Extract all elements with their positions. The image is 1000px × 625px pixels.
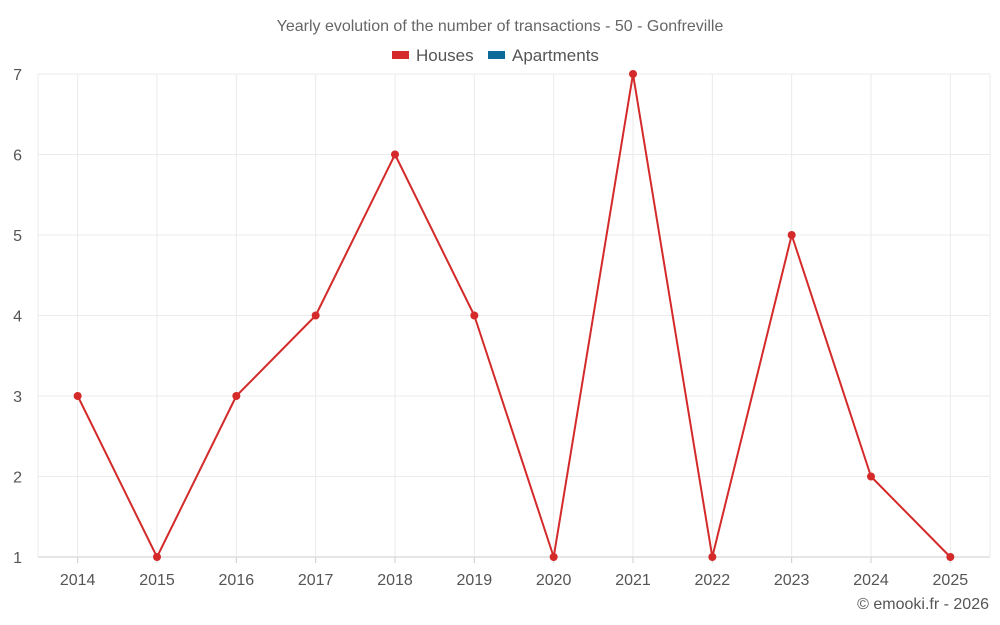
y-tick-label: 4 (13, 309, 22, 326)
legend-item-houses[interactable]: Houses (392, 46, 474, 65)
data-point-houses-2020[interactable] (549, 553, 558, 561)
y-tick-label: 1 (13, 550, 22, 567)
x-tick-label: 2017 (298, 572, 334, 589)
x-tick-label: 2024 (853, 572, 889, 589)
x-tick-label: 2016 (219, 572, 255, 589)
x-tick-label: 2025 (933, 572, 969, 589)
data-point-houses-2014[interactable] (73, 392, 82, 400)
legend-item-apartments[interactable]: Apartments (488, 46, 599, 65)
y-tick-label: 6 (13, 148, 22, 165)
y-tick-label: 2 (13, 470, 22, 487)
data-point-houses-2018[interactable] (391, 150, 399, 159)
legend-swatch-houses (392, 51, 409, 59)
data-point-houses-2024[interactable] (867, 472, 875, 481)
data-point-houses-2025[interactable] (946, 553, 955, 561)
y-tick-label: 5 (13, 228, 22, 245)
gridlines (37, 73, 991, 558)
data-point-houses-2015[interactable] (153, 553, 161, 561)
x-tick-label: 2018 (377, 572, 413, 589)
legend-label-apartments: Apartments (512, 46, 599, 65)
x-tick-label: 2014 (60, 572, 96, 589)
x-tick-label: 2022 (695, 572, 731, 589)
legend: Houses Apartments (392, 46, 599, 65)
series-line-houses (76, 73, 952, 558)
credit-text: © emooki.fr - 2026 (857, 596, 989, 613)
y-tick-label: 3 (13, 389, 22, 406)
y-axis: 1 2 3 4 5 6 7 (13, 67, 22, 567)
x-tick-label: 2019 (457, 572, 493, 589)
x-axis: 2014 2015 2016 2017 2018 2019 2020 2021 2022 2023… (60, 557, 968, 589)
series-houses (73, 70, 955, 561)
data-point-houses-2022[interactable] (708, 553, 717, 561)
data-point-houses-2017[interactable] (311, 311, 320, 320)
chart-title: Yearly evolution of the number of transa… (277, 18, 724, 35)
x-tick-label: 2020 (536, 572, 572, 589)
legend-label-houses: Houses (416, 46, 474, 65)
legend-swatch-apartments (488, 51, 505, 59)
data-point-houses-2021[interactable] (629, 70, 637, 78)
y-tick-label: 7 (13, 67, 22, 84)
x-tick-label: 2015 (139, 572, 175, 589)
x-tick-label: 2021 (615, 572, 651, 589)
data-point-houses-2019[interactable] (470, 311, 479, 320)
x-tick-label: 2023 (774, 572, 810, 589)
data-point-houses-2023[interactable] (787, 231, 796, 239)
data-point-houses-2016[interactable] (232, 392, 241, 400)
